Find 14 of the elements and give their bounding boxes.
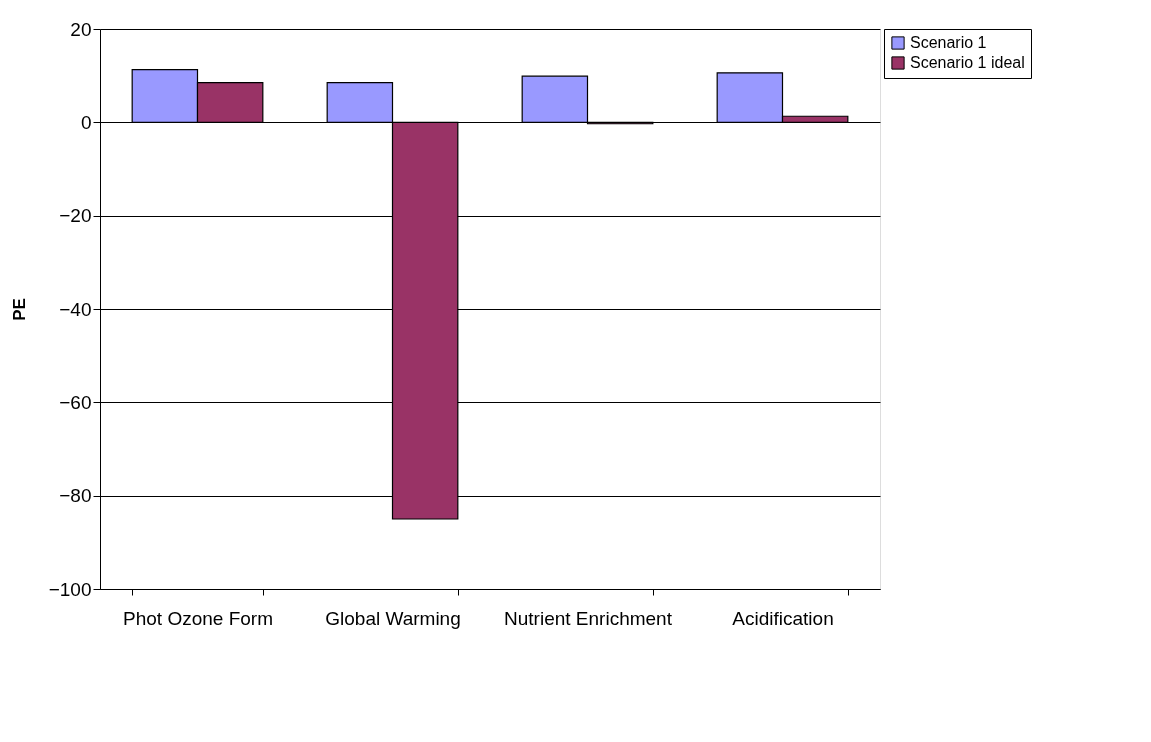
y-tick-label: 20 bbox=[70, 18, 92, 40]
x-tick-label: Nutrient Enrichment bbox=[504, 607, 673, 629]
x-tick-label: Phot Ozone Form bbox=[123, 607, 273, 629]
y-axis-title: PE bbox=[9, 298, 29, 321]
legend-label: Scenario 1 bbox=[910, 34, 987, 51]
x-tick-label: Global Warming bbox=[325, 607, 461, 629]
y-tick-label: −40 bbox=[59, 298, 92, 320]
x-tick-label: Acidification bbox=[732, 607, 834, 629]
y-tick-label: 0 bbox=[80, 111, 92, 133]
y-tick-label: −100 bbox=[48, 578, 92, 600]
y-tick-label: −80 bbox=[59, 485, 92, 507]
y-tick-label: −20 bbox=[59, 205, 92, 227]
legend-label: Scenario 1 ideal bbox=[910, 54, 1025, 71]
y-tick-label: −60 bbox=[59, 391, 92, 413]
